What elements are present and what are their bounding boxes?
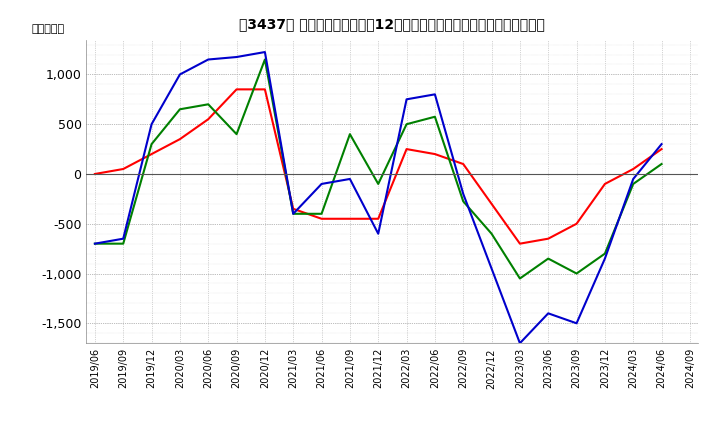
営業CF bbox=[657, 147, 666, 152]
投賄CF bbox=[402, 121, 411, 127]
フリーCF bbox=[487, 266, 496, 271]
営業CF bbox=[289, 206, 297, 212]
フリーCF bbox=[119, 236, 127, 241]
フリーCF bbox=[318, 181, 326, 187]
フリーCF bbox=[600, 256, 609, 261]
フリーCF bbox=[261, 49, 269, 55]
Legend: 営業CF, 投賄CF, フリーCF: 営業CF, 投賄CF, フリーCF bbox=[250, 434, 535, 440]
投賄CF bbox=[487, 231, 496, 236]
営業CF bbox=[487, 201, 496, 206]
フリーCF bbox=[148, 121, 156, 127]
フリーCF bbox=[459, 191, 467, 197]
Line: 営業CF: 営業CF bbox=[95, 89, 662, 244]
投賄CF bbox=[204, 102, 212, 107]
営業CF bbox=[318, 216, 326, 221]
営業CF bbox=[600, 181, 609, 187]
投賄CF bbox=[91, 241, 99, 246]
フリーCF bbox=[176, 72, 184, 77]
営業CF bbox=[629, 166, 637, 172]
投賄CF bbox=[318, 211, 326, 216]
Line: 投賄CF: 投賄CF bbox=[95, 59, 662, 279]
フリーCF bbox=[346, 176, 354, 182]
営業CF bbox=[572, 221, 581, 227]
営業CF bbox=[459, 161, 467, 167]
営業CF bbox=[233, 87, 241, 92]
営業CF bbox=[374, 216, 382, 221]
Line: フリーCF: フリーCF bbox=[95, 52, 662, 343]
投賄CF bbox=[289, 211, 297, 216]
フリーCF bbox=[516, 341, 524, 346]
投賄CF bbox=[374, 181, 382, 187]
フリーCF bbox=[91, 241, 99, 246]
フリーCF bbox=[402, 97, 411, 102]
フリーCF bbox=[233, 55, 241, 60]
営業CF bbox=[204, 117, 212, 122]
営業CF bbox=[261, 87, 269, 92]
投賄CF bbox=[261, 57, 269, 62]
営業CF bbox=[516, 241, 524, 246]
フリーCF bbox=[657, 142, 666, 147]
フリーCF bbox=[374, 231, 382, 236]
投賄CF bbox=[544, 256, 552, 261]
営業CF bbox=[119, 166, 127, 172]
投賄CF bbox=[233, 132, 241, 137]
投賄CF bbox=[629, 181, 637, 187]
営業CF bbox=[402, 147, 411, 152]
フリーCF bbox=[204, 57, 212, 62]
フリーCF bbox=[431, 92, 439, 97]
フリーCF bbox=[544, 311, 552, 316]
投賄CF bbox=[657, 161, 666, 167]
営業CF bbox=[148, 151, 156, 157]
投賄CF bbox=[516, 276, 524, 281]
Text: （百万円）: （百万円） bbox=[31, 23, 65, 33]
営業CF bbox=[431, 151, 439, 157]
フリーCF bbox=[629, 176, 637, 182]
営業CF bbox=[346, 216, 354, 221]
Title: ［3437］ キャッシュフローの12か月移動合計の対前年同期増減額の推移: ［3437］ キャッシュフローの12か月移動合計の対前年同期増減額の推移 bbox=[240, 18, 545, 32]
投賄CF bbox=[119, 241, 127, 246]
営業CF bbox=[91, 171, 99, 176]
投賄CF bbox=[431, 114, 439, 119]
営業CF bbox=[544, 236, 552, 241]
投賄CF bbox=[346, 132, 354, 137]
フリーCF bbox=[572, 321, 581, 326]
フリーCF bbox=[289, 211, 297, 216]
投賄CF bbox=[148, 142, 156, 147]
営業CF bbox=[176, 136, 184, 142]
投賄CF bbox=[176, 106, 184, 112]
投賄CF bbox=[459, 199, 467, 204]
投賄CF bbox=[600, 251, 609, 256]
投賄CF bbox=[572, 271, 581, 276]
